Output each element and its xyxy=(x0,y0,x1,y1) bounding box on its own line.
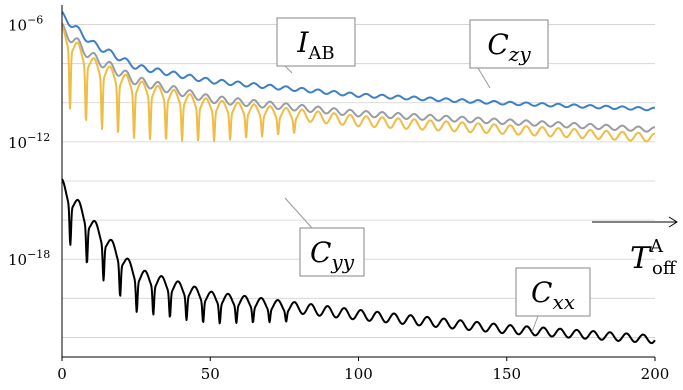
y-tick-label: 10−12 xyxy=(8,131,50,152)
callout-pointer xyxy=(477,67,491,89)
x-tick-label: 100 xyxy=(344,365,373,383)
x-axis-label-text: TA off xyxy=(630,236,677,279)
callout-pointer xyxy=(531,315,539,333)
series-label: IAB xyxy=(296,26,334,64)
x-axis-arrow-head xyxy=(668,216,678,228)
y-tick-label: 10−18 xyxy=(8,248,50,269)
x-tick-label: 50 xyxy=(201,365,220,383)
x-tick-label: 150 xyxy=(492,365,521,383)
series-line-4 xyxy=(61,178,656,345)
callout-box xyxy=(276,17,356,67)
callout-pointer xyxy=(284,65,293,74)
callout-pointer xyxy=(284,197,313,229)
callout-box xyxy=(469,19,549,69)
series-label: Cyy xyxy=(310,236,355,274)
x-tick-label: 200 xyxy=(641,365,670,383)
series-callouts: IAB Czy Cyy Cxx xyxy=(276,17,591,333)
series-label: Czy xyxy=(487,28,531,66)
y-tick-label: 10−6 xyxy=(8,14,43,35)
callout-box xyxy=(299,227,365,277)
series-line-1 xyxy=(61,11,656,112)
grid-lines xyxy=(62,24,655,338)
callout-box xyxy=(515,267,591,317)
series-label: Cxx xyxy=(531,276,575,314)
tick-labels: 0 50 100 150 200 10−6 10−12 10−18 xyxy=(8,14,669,383)
series-lines xyxy=(61,11,656,345)
x-tick-label: 0 xyxy=(57,365,67,383)
series-line-3 xyxy=(61,25,656,143)
x-axis-label: TA off xyxy=(592,216,678,279)
series-line-2 xyxy=(61,22,656,133)
